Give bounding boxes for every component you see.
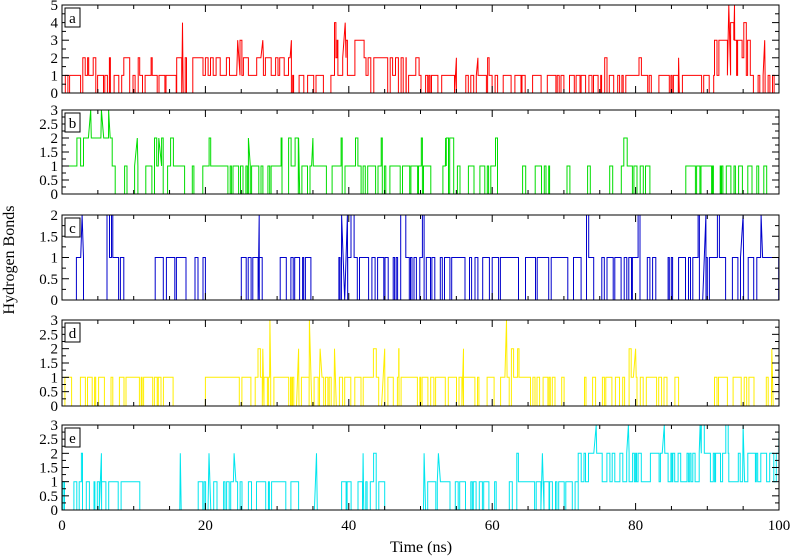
y-tick-label-d: 0.5 (39, 385, 58, 401)
y-tick-label-b: 0 (51, 187, 59, 203)
y-tick-label-e: 0 (51, 503, 59, 519)
panel-frame-e (61, 424, 780, 511)
y-tick-label-b: 3 (51, 103, 59, 119)
panel-label-box-b (64, 112, 81, 133)
series-line-d (62, 320, 779, 406)
y-tick-label-d: 1 (51, 370, 59, 386)
y-tick-label-c: 1 (51, 251, 59, 267)
y-tick-label-b: 1.5 (39, 145, 58, 161)
panel-label-c: c (69, 221, 76, 237)
y-tick-label-e: 1 (51, 475, 59, 491)
panels-group: 012345a00.511.522.53b00.511.52c00.511.52… (39, 0, 780, 519)
series-line-e (62, 425, 779, 510)
panel-label-e: e (69, 431, 76, 447)
y-tick-label-a: 0 (51, 86, 59, 102)
panel-label-box-c (64, 217, 81, 238)
panel-label-a: a (69, 11, 76, 27)
x-tick-label: 80 (628, 518, 643, 534)
panel-label-box-d (64, 322, 81, 343)
y-tick-label-e: 2 (51, 446, 59, 462)
x-axis-label: Time (ns) (390, 539, 452, 556)
y-tick-label-d: 0 (51, 399, 59, 415)
x-tick-label: 40 (341, 518, 356, 534)
y-tick-label-b: 0.5 (39, 173, 58, 189)
panel-a: 0 12 34 5a (51, 0, 780, 102)
y-tick-label-d: 2 (51, 342, 59, 358)
y-tick-label-b: 1 (51, 159, 59, 175)
x-tick-label: 60 (485, 518, 500, 534)
panel-label-box-a (64, 7, 81, 28)
y-tick-label-c: 0.5 (39, 272, 58, 288)
y-tick-label-a: 1 (51, 68, 59, 84)
series-line-a (62, 5, 779, 93)
x-tick-label: 20 (198, 518, 213, 534)
y-tick-label-c: 2 (51, 208, 59, 224)
panel-label-b: b (69, 116, 77, 132)
y-tick-label-a: 2 (51, 51, 59, 67)
panel-b: 00.511.522.53b (39, 103, 780, 203)
y-tick-label-b: 2.5 (39, 117, 58, 133)
y-tick-label-a: 3 (51, 33, 59, 49)
panel-label-box-e (64, 427, 81, 448)
series-line-b (62, 110, 779, 194)
y-tick-label-a: 4 (51, 16, 59, 32)
y-tick-label-e: 0.5 (39, 489, 58, 505)
panel-c: 0 0.5 1 1.5 2c (39, 208, 780, 309)
y-tick-label-d: 3 (51, 313, 59, 329)
y-tick-label-d: 1.5 (39, 356, 58, 372)
y-tick-label-d: 2.5 (39, 327, 58, 343)
x-axis: 0 20 40 60 80 100 (58, 518, 790, 534)
x-tick-label: 0 (58, 518, 66, 534)
y-tick-label-e: 2.5 (39, 432, 58, 448)
panel-e: 00.511.522.53e (39, 418, 780, 519)
y-tick-label-b: 2 (51, 131, 59, 147)
panel-d: 00.511.522.53d (39, 313, 780, 415)
y-tick-label-c: 1.5 (39, 229, 58, 245)
x-tick-label: 100 (768, 518, 791, 534)
y-tick-label-e: 1.5 (39, 461, 58, 477)
y-tick-label-c: 0 (51, 293, 59, 309)
y-tick-label-a: 5 (51, 0, 59, 14)
panel-label-d: d (69, 326, 77, 342)
y-axis-label: Hydrogen Bonds (1, 206, 18, 315)
series-line-c (62, 215, 779, 300)
panel-frame-b (61, 109, 780, 195)
y-tick-label-e: 3 (51, 418, 59, 434)
